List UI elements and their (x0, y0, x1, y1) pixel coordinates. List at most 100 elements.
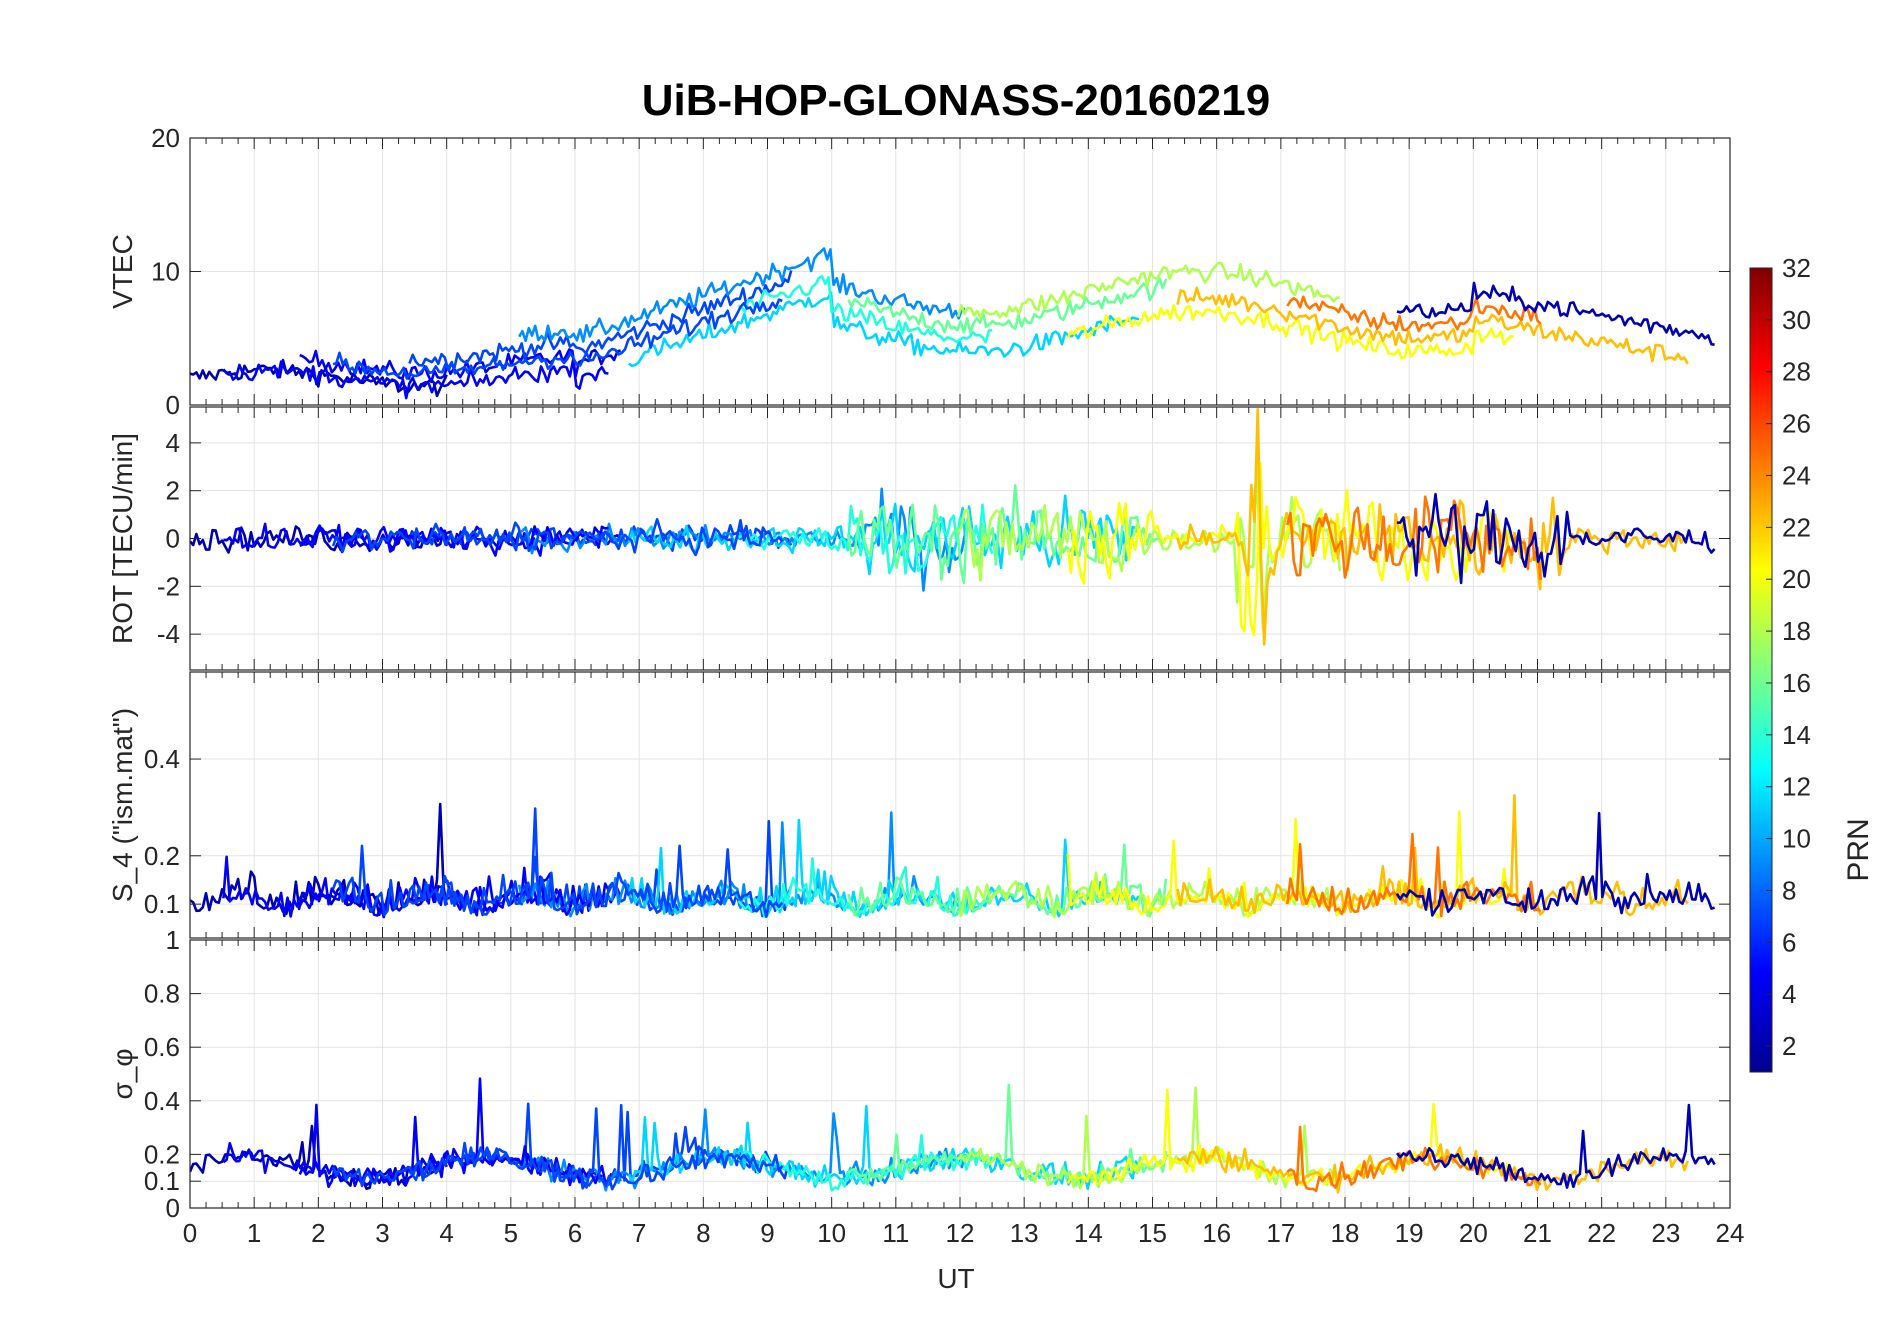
panel-vtec: 0 10 20 VTEC (107, 123, 1731, 420)
colorbar-tick-label: 24 (1782, 460, 1811, 490)
x-axis: 0 1 2 3 4 5 6 7 8 9 10 11 12 13 14 15 16 17 18 19 20 21 22 23 24 (183, 1218, 1745, 1248)
y-axis-label: VTEC (107, 234, 138, 309)
colorbar-tick-label: 18 (1782, 616, 1811, 646)
x-tick-label: 7 (632, 1218, 646, 1248)
series-line (1286, 295, 1542, 333)
series-line (518, 247, 966, 343)
x-tick-label: 11 (882, 1218, 909, 1248)
x-tick-label: 14 (1074, 1218, 1103, 1248)
x-tick-label: 10 (817, 1218, 846, 1248)
y-tick-label: 0.1 (144, 1166, 180, 1196)
panel-sigma: 00.10.2 0.4 0.6 0.8 1 σ_φ (107, 925, 1731, 1223)
x-tick-label: 17 (1266, 1218, 1295, 1248)
x-tick-label: 12 (946, 1218, 975, 1248)
series-traces (190, 1077, 1716, 1194)
y-axis-label: S_4 ("ism.mat") (107, 708, 138, 902)
x-axis-label: UT (937, 1263, 974, 1294)
colorbar-tick-label: 20 (1782, 564, 1811, 594)
series-line (1396, 281, 1715, 346)
x-tick-label: 13 (1010, 1218, 1039, 1248)
colorbar-tick-label: 28 (1782, 357, 1811, 387)
x-tick-label: 24 (1716, 1218, 1745, 1248)
colorbar-tick-label: 8 (1782, 875, 1796, 905)
y-tick-label: 4 (166, 428, 180, 458)
series-line (331, 517, 784, 557)
series-traces (190, 794, 1715, 919)
x-tick-label: 23 (1651, 1218, 1680, 1248)
series-line (737, 274, 993, 344)
series-line (1176, 286, 1689, 365)
colorbar-tick-label: 22 (1782, 512, 1811, 542)
series-line (847, 277, 1168, 334)
y-tick-label: 0.4 (144, 744, 180, 774)
colorbar-tick-label: 32 (1782, 253, 1811, 283)
series-line (627, 1105, 1141, 1190)
series-traces (190, 407, 1716, 646)
x-tick-label: 15 (1138, 1218, 1167, 1248)
x-minor-ticks (189, 138, 1731, 405)
colorbar-tick-label: 30 (1782, 305, 1811, 335)
y-tick-label: 1 (166, 925, 180, 955)
panel-rot: -4 -2 0 2 4 ROT [TECU/min] (107, 406, 1731, 671)
series-line (1066, 1088, 1515, 1187)
y-tick-label: 0.8 (144, 979, 180, 1009)
x-tick-label: 9 (760, 1218, 774, 1248)
series-line (1286, 495, 1542, 580)
x-tick-label: 4 (439, 1218, 453, 1248)
x-tick-label: 0 (183, 1218, 197, 1248)
y-tick-label: 2 (166, 476, 180, 506)
x-tick-label: 6 (568, 1218, 582, 1248)
colorbar-tick-label: 12 (1782, 772, 1811, 802)
series-line (1395, 811, 1715, 917)
series-line (1396, 492, 1716, 585)
series-line (1066, 304, 1515, 360)
series-line (1066, 810, 1516, 919)
series-line (1395, 1103, 1716, 1189)
y-tick-label: 0.2 (144, 1139, 180, 1169)
x-tick-label: 5 (504, 1218, 518, 1248)
y-tick-label: 0.1 (144, 889, 180, 919)
x-minor-ticks (189, 672, 1731, 938)
y-tick-label: 0.2 (144, 841, 180, 871)
series-line (332, 298, 783, 380)
series-line (628, 291, 1140, 368)
x-tick-label: 19 (1395, 1218, 1424, 1248)
x-minor-ticks (189, 940, 1731, 1208)
series-line (956, 261, 1341, 319)
y-axis-label: ROT [TECU/min] (107, 433, 138, 644)
colorbar-tick-label: 14 (1782, 720, 1811, 750)
y-tick-label: 20 (151, 123, 180, 153)
x-tick-label: 20 (1459, 1218, 1488, 1248)
colorbar-tick-label: 16 (1782, 668, 1811, 698)
y-tick-label: -4 (157, 619, 180, 649)
x-tick-label: 3 (375, 1218, 389, 1248)
series-line (956, 1086, 1342, 1190)
series-line (331, 807, 784, 919)
colorbar-tick-label: 4 (1782, 979, 1796, 1009)
panel-grid (189, 672, 1731, 938)
x-tick-label: 22 (1587, 1218, 1616, 1248)
x-tick-label: 16 (1202, 1218, 1231, 1248)
series-line (1286, 832, 1542, 918)
x-tick-label: 21 (1523, 1218, 1552, 1248)
colorbar-tick-label: 26 (1782, 409, 1811, 439)
x-tick-label: 2 (311, 1218, 325, 1248)
chart-title: UiB-HOP-GLONASS-20160219 (642, 76, 1270, 125)
panel-s4: 0.1 0.2 0.4S_4 ("ism.mat") (107, 671, 1731, 939)
x-minor-ticks (189, 407, 1731, 670)
y-tick-label: 0 (166, 524, 180, 554)
colorbar-tick-label: 6 (1782, 927, 1796, 957)
y-tick-label: 10 (151, 257, 180, 287)
y-tick-label: 0.6 (144, 1032, 180, 1062)
y-tick-label: 0 (166, 390, 180, 420)
series-traces (190, 247, 1715, 400)
colorbar-tick-label: 10 (1782, 824, 1811, 854)
colorbar-tick-label: 2 (1782, 1031, 1796, 1061)
colorbar-label: PRN (1842, 818, 1875, 881)
y-tick-label: -2 (157, 571, 180, 601)
series-line (331, 1107, 784, 1191)
x-tick-label: 1 (247, 1218, 261, 1248)
